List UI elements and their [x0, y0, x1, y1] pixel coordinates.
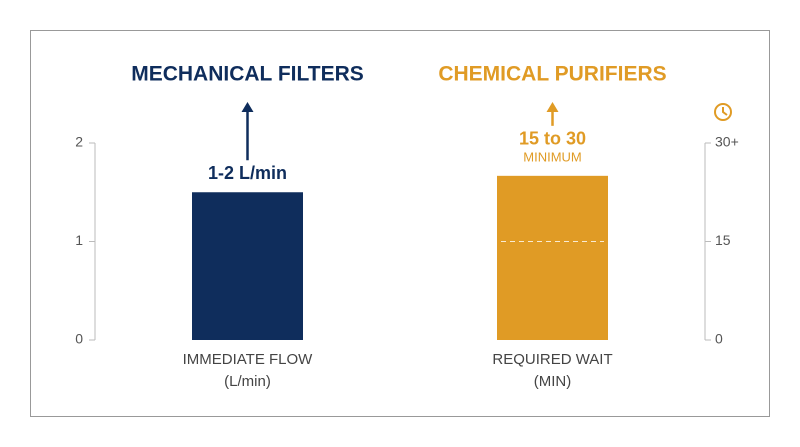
annotation: MINIMUM: [523, 149, 582, 164]
arrow-head: [546, 102, 559, 112]
clock-icon: [714, 103, 732, 121]
series-header: MECHANICAL FILTERS: [131, 63, 364, 86]
annotation: 1-2 L/min: [208, 163, 287, 183]
y-tick-label: 0: [75, 331, 83, 347]
y2-tick-label: 15: [715, 232, 731, 248]
x-tick-label: REQUIRED WAIT: [492, 351, 612, 368]
y-tick-label: 1: [75, 232, 83, 248]
x-tick-label: IMMEDIATE FLOW: [183, 351, 314, 368]
y-tick-label: 2: [75, 134, 83, 150]
bar: [192, 192, 303, 340]
y2-tick-label: 30+: [715, 134, 739, 150]
x-tick-label: (MIN): [534, 373, 572, 390]
arrow-head: [241, 102, 254, 112]
annotation: 15 to 30: [519, 129, 586, 149]
frame: [30, 30, 770, 417]
x-tick-label: (L/min): [224, 373, 271, 390]
bar: [497, 175, 608, 340]
y2-tick-label: 0: [715, 331, 723, 347]
series-header: CHEMICAL PURIFIERS: [438, 63, 666, 86]
